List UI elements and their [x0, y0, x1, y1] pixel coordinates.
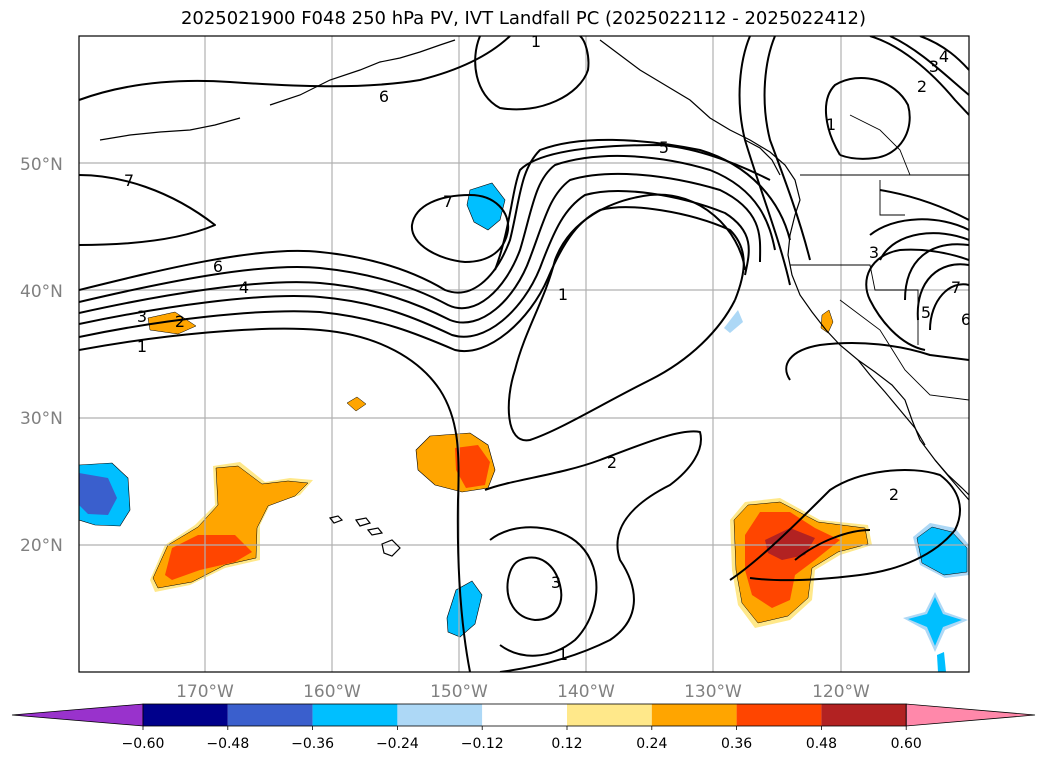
contour-label: 1 — [137, 337, 147, 356]
coastlines — [99, 39, 969, 557]
contour-label: 3 — [929, 57, 939, 76]
contour-label: 6 — [213, 257, 223, 276]
colorbar-segment — [821, 704, 907, 726]
colorbar-segment — [143, 704, 228, 726]
contour-label: 1 — [531, 32, 541, 51]
contour-label: 2 — [889, 485, 899, 504]
contour-label: 1 — [558, 645, 568, 664]
lat-label: 30°N — [20, 409, 63, 429]
map-plot-area: 1 6 5 7 7 6 4 3 2 1 1 2 3 1 2 3 4 2 1 3 … — [79, 32, 971, 672]
contour-label: 7 — [443, 192, 453, 211]
colorbar-extend-min — [11, 703, 144, 727]
lon-label: 160°W — [303, 682, 361, 702]
contour-label: 6 — [961, 310, 971, 329]
contour-label: 7 — [951, 278, 961, 297]
colorbar-tick-label: 0.12 — [551, 736, 582, 752]
colorbar-tick-label: −0.48 — [206, 736, 249, 752]
latitude-labels: 50°N 40°N 30°N 20°N — [20, 155, 63, 556]
contour-label: 4 — [939, 47, 949, 66]
longitude-labels: 170°W 160°W 150°W 140°W 130°W 120°W — [176, 682, 870, 702]
contour-label: 2 — [917, 77, 927, 96]
lat-label: 20°N — [20, 536, 63, 556]
contour-label: 1 — [558, 285, 568, 304]
colorbar-segment — [227, 704, 313, 726]
contour-label: 3 — [551, 573, 561, 592]
shading-layer — [79, 182, 969, 672]
colorbar-tick-label: 0.60 — [891, 736, 922, 752]
colorbar-segment — [312, 704, 398, 726]
colorbar-segment — [567, 704, 652, 726]
lon-label: 130°W — [684, 682, 742, 702]
lon-label: 170°W — [176, 682, 234, 702]
colorbar: −0.60 −0.48 −0.36 −0.24 −0.12 0.12 0.24 0.36 0.4… — [11, 703, 1036, 752]
colorbar-outline — [142, 703, 907, 727]
colorbar-tick-label: −0.12 — [461, 736, 504, 752]
lon-label: 150°W — [430, 682, 488, 702]
contour-label-layer: 1 6 5 7 7 6 4 3 2 1 1 2 3 1 2 3 4 2 1 3 … — [124, 32, 971, 664]
contour-label: 5 — [921, 303, 931, 322]
lon-label: 140°W — [557, 682, 615, 702]
map-frame — [78, 35, 970, 673]
contour-label: 3 — [137, 307, 147, 326]
contour-label: 2 — [175, 312, 185, 331]
lat-label: 50°N — [20, 155, 63, 175]
colorbar-tick-label: −0.60 — [122, 736, 165, 752]
contour-label: 2 — [607, 453, 617, 472]
lon-label: 120°W — [812, 682, 870, 702]
map-title: 2025021900 F048 250 hPa PV, IVT Landfall… — [180, 8, 867, 29]
contour-label: 6 — [379, 87, 389, 106]
colorbar-segment — [482, 704, 567, 726]
lat-label: 40°N — [20, 282, 63, 302]
contour-label: 3 — [869, 243, 879, 262]
gridlines — [79, 36, 969, 672]
contour-label: 7 — [124, 171, 134, 190]
colorbar-tick-label: 0.24 — [636, 736, 667, 752]
colorbar-tick-label: 0.36 — [721, 736, 752, 752]
colorbar-tick-label: −0.36 — [291, 736, 334, 752]
colorbar-segment — [736, 704, 822, 726]
contour-label: 1 — [826, 115, 836, 134]
colorbar-extend-max — [905, 703, 1036, 727]
contour-lines — [79, 36, 969, 672]
colorbar-tick-label: 0.48 — [806, 736, 837, 752]
colorbar-segment — [651, 704, 737, 726]
contour-label: 4 — [239, 278, 249, 297]
colorbar-segment — [397, 704, 483, 726]
contour-label: 5 — [659, 138, 669, 157]
colorbar-tick-label: −0.24 — [376, 736, 419, 752]
